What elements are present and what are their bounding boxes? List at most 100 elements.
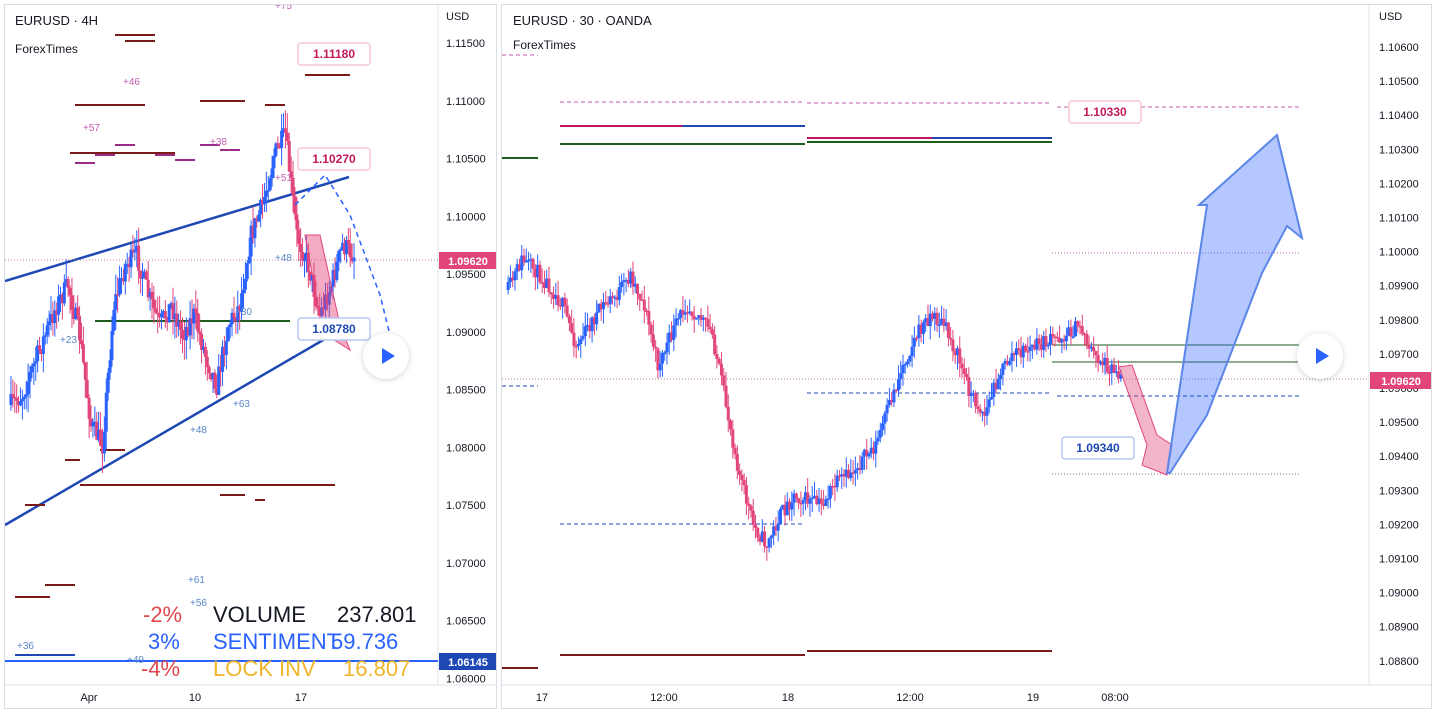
candle-body <box>72 310 76 319</box>
candle-body <box>599 303 603 310</box>
right-chart-canvas[interactable]: 1.10600 1.10500 1.10400 1.10300 1.10200 1.101… <box>502 5 1432 709</box>
candle-body <box>794 493 798 499</box>
candle-body <box>840 474 844 477</box>
candle-body <box>810 497 814 500</box>
candle-body <box>849 472 853 478</box>
candle-body <box>1046 344 1050 347</box>
candle-body <box>299 243 303 253</box>
right-play-button[interactable] <box>1297 333 1343 379</box>
candle-body <box>828 485 832 499</box>
candle-body <box>120 278 124 280</box>
candle-body <box>154 308 158 313</box>
candle-body <box>192 308 196 324</box>
candle-body <box>160 313 164 318</box>
candle-body <box>171 303 175 320</box>
candle-body <box>645 310 649 313</box>
candle-body <box>896 378 900 391</box>
candle-body <box>965 374 969 378</box>
candle-body <box>348 243 352 258</box>
candle-body <box>287 140 291 172</box>
left-chart-panel[interactable]: 1.11500 1.11000 1.10500 1.10000 1.09500 1.090… <box>4 4 497 709</box>
candle-body <box>524 260 528 263</box>
left-y-tick-label: 1.10000 <box>446 211 486 223</box>
candle-body <box>139 270 143 279</box>
candle-body <box>110 331 114 361</box>
candle-body <box>352 257 356 262</box>
candle-body <box>713 334 717 355</box>
candle-body <box>236 306 240 321</box>
right-y-tick-label: 1.09500 <box>1379 417 1419 429</box>
candle-body <box>1037 338 1041 345</box>
right-x-tick-label: 19 <box>1027 692 1039 704</box>
candle-body <box>912 337 916 347</box>
candle-body <box>1035 338 1039 350</box>
candle-body <box>205 356 209 368</box>
candle-body <box>302 259 306 262</box>
candle-body <box>188 318 192 336</box>
candle-body <box>142 271 146 278</box>
candle-body <box>729 420 733 430</box>
candle-body <box>270 168 274 179</box>
volume-label: VOLUME <box>213 602 306 627</box>
sentiment-label: SENTIMENT <box>213 629 341 654</box>
candle-body <box>949 337 953 340</box>
candle-body <box>624 279 628 282</box>
candle-body <box>129 249 133 268</box>
candle-body <box>211 372 215 380</box>
candle-body <box>547 278 551 293</box>
candle-body <box>917 324 921 339</box>
candle-body <box>161 311 165 314</box>
candle-body <box>622 280 626 283</box>
candle-body <box>226 327 230 342</box>
candle-body <box>173 313 177 320</box>
left-y-tick-label: 1.11000 <box>446 96 485 108</box>
candle-body <box>885 405 889 414</box>
left-y-tick-label: 1.06500 <box>446 616 486 628</box>
candle-body <box>1028 346 1032 352</box>
candle-body <box>116 294 120 296</box>
candle-body <box>41 336 45 354</box>
candle-body <box>785 501 789 516</box>
candle-body <box>133 250 137 253</box>
left-play-button[interactable] <box>363 333 409 379</box>
candle-body <box>1024 345 1028 352</box>
candle-body <box>121 278 125 282</box>
candle-body <box>538 264 542 283</box>
candle-body <box>222 346 226 356</box>
price-callout-box <box>297 317 371 341</box>
candle-body <box>219 366 223 372</box>
candle-body <box>1096 355 1100 363</box>
candle-body <box>733 447 737 455</box>
candle-body <box>79 340 83 345</box>
candle-body <box>295 214 299 230</box>
candle-body <box>926 318 930 327</box>
candle-body <box>722 375 726 386</box>
candle-body <box>788 501 792 510</box>
right-x-tick-label: 12:00 <box>896 692 924 704</box>
right-chart-panel[interactable]: 1.10600 1.10500 1.10400 1.10300 1.10200 1.101… <box>501 4 1432 709</box>
candle-body <box>883 413 887 424</box>
candle-body <box>806 492 810 504</box>
candle-body <box>856 468 860 471</box>
candle-body <box>844 469 848 477</box>
candle-body <box>899 373 903 379</box>
candle-body <box>276 143 280 146</box>
candle-body <box>613 296 617 299</box>
candle-body <box>935 312 939 325</box>
left-x-tick-label: 17 <box>295 692 307 704</box>
candle-body <box>667 332 671 343</box>
price-callout-text: 1.08780 <box>312 322 356 336</box>
candle-body <box>350 257 354 262</box>
candle-body <box>339 248 343 251</box>
candle-body <box>55 310 59 315</box>
candle-body <box>1058 338 1062 343</box>
candle-body <box>245 263 249 279</box>
candle-body <box>508 277 512 283</box>
candle-body <box>11 394 15 397</box>
right-y-tick-label: 1.10000 <box>1379 247 1419 259</box>
left-chart-canvas[interactable]: 1.11500 1.11000 1.10500 1.10000 1.09500 1.090… <box>5 5 497 709</box>
candle-body <box>163 311 167 319</box>
candle-body <box>1110 364 1114 373</box>
candle-body <box>59 294 63 297</box>
candle-body <box>694 317 698 320</box>
